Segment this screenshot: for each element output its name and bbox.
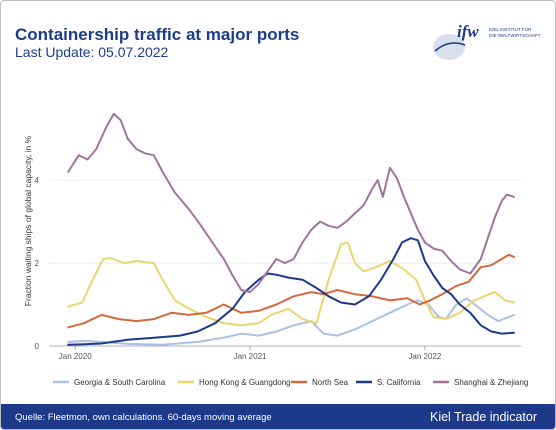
y-tick-label: 4 — [35, 176, 40, 185]
series-line — [67, 241, 515, 327]
x-axis: Jan 2020 Jan 2021 Jan 2022 — [59, 346, 442, 361]
footer-source: Quelle: Fleetmon, own calculations. 60-d… — [15, 412, 272, 423]
legend-label: Shanghai & Zhejiang — [454, 378, 528, 387]
chart-subtitle: Last Update: 05.07.2022 — [15, 44, 169, 60]
legend-label: S. California — [377, 378, 421, 387]
footer-brand: Kiel Trade indicator — [429, 410, 537, 424]
legend-label: Hong Kong & Guangdong — [199, 378, 291, 387]
logo-line2: DIE WELTWIRTSCHAFT — [489, 33, 541, 38]
x-tick-label: Jan 2020 — [59, 352, 92, 361]
series-line — [67, 297, 515, 346]
y-tick-label: 0 — [35, 342, 40, 351]
y-tick-label: 2 — [35, 259, 40, 268]
series-line — [67, 237, 515, 346]
footer-bar: Quelle: Fleetmon, own calculations. 60-d… — [1, 404, 555, 429]
x-tick-label: Jan 2021 — [234, 352, 267, 361]
legend-label: Georgia & South Carolina — [74, 378, 166, 387]
y-axis-label: Fraction waiting ships of global capacit… — [23, 135, 33, 306]
series-line — [67, 112, 515, 294]
logo-name: ifw — [457, 22, 479, 41]
globe-icon — [433, 34, 465, 60]
legend: Georgia & South Carolina Hong Kong & Guan… — [53, 378, 528, 387]
line-chart: Jan 2020 Jan 2021 Jan 2022 0 2 4 Fraction wa… — [23, 112, 528, 387]
logo-line1: KIEL INSTITUT FÜR — [489, 26, 532, 32]
x-tick-label: Jan 2022 — [408, 352, 441, 361]
y-axis: 0 2 4 — [35, 176, 40, 351]
ifw-logo: ifw KIEL INSTITUT FÜR DIE WELTWIRTSCHAFT — [433, 22, 541, 60]
chart-title: Containership traffic at major ports — [15, 25, 300, 44]
legend-label: North Sea — [312, 378, 349, 387]
series-line — [67, 253, 515, 329]
series-lines — [67, 112, 515, 346]
